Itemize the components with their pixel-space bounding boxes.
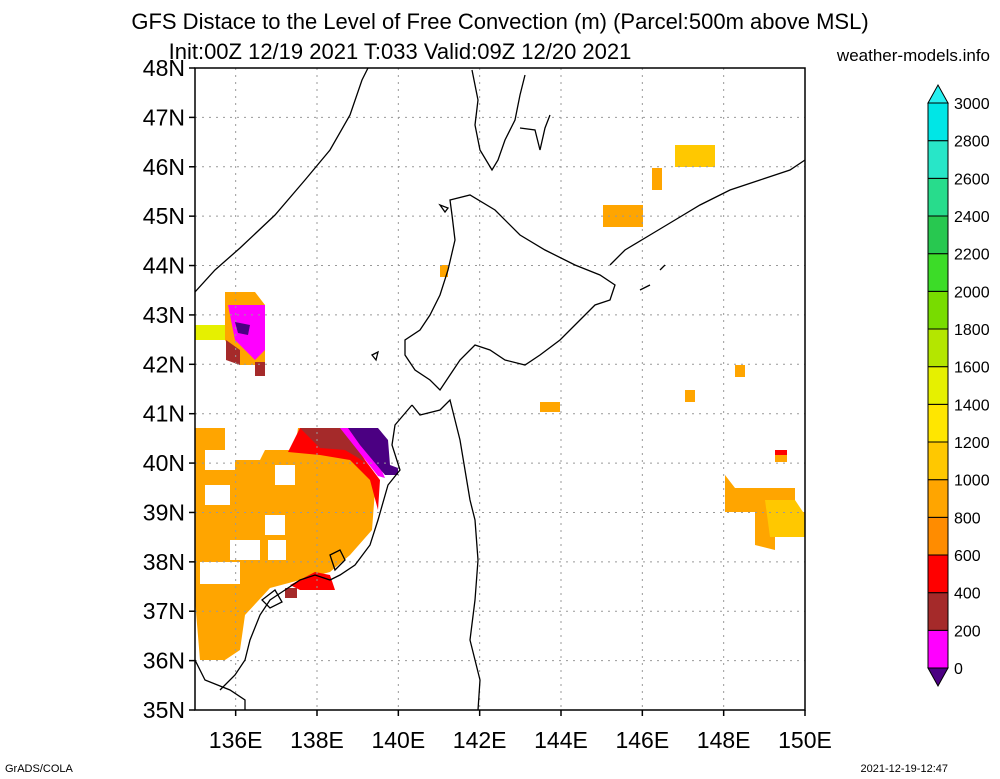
latitude-labels: 35N 36N 37N 38N 39N 40N 41N 42N 43N 44N 45N 46N 47N 4… <box>143 55 195 723</box>
colorbar-bin <box>927 328 949 368</box>
colorbar-label: 1400 <box>954 397 990 414</box>
field-vlad-brown <box>226 340 240 365</box>
lat-label: 38N <box>143 549 185 575</box>
lat-label: 46N <box>143 154 185 180</box>
colorbar-label: 1600 <box>954 360 990 377</box>
colorbar-label: 200 <box>954 623 981 640</box>
lon-label: 150E <box>778 727 832 753</box>
field-small-patch <box>685 390 695 402</box>
lat-label: 45N <box>143 203 185 229</box>
lat-label: 35N <box>143 697 185 723</box>
colorbar-label: 1200 <box>954 435 990 452</box>
footer-credit: GrADS/COLA <box>5 763 73 775</box>
colorbar-bin-over <box>927 83 949 104</box>
field-gap <box>268 540 286 560</box>
colorbar-bin <box>927 441 949 481</box>
lat-label: 37N <box>143 598 185 624</box>
lon-label: 138E <box>290 727 344 753</box>
field-vlad-brown-2 <box>255 362 265 376</box>
map-title: GFS Distace to the Level of Free Convect… <box>131 9 869 34</box>
colorbar: 0 200 400 600 800 1000 1200 1400 1600 1800 2000 220… <box>927 83 990 688</box>
field-small-patch <box>440 265 448 277</box>
colorbar-label: 400 <box>954 586 981 603</box>
field-vlad-yellow <box>195 325 225 340</box>
colorbar-label: 2800 <box>954 134 990 151</box>
field-red-south <box>290 572 335 590</box>
colorbar-bin <box>927 215 949 255</box>
lat-label: 47N <box>143 104 185 130</box>
longitude-labels: 136E 138E 140E 142E 144E 146E 148E 150E <box>209 710 832 753</box>
coastlines <box>195 68 805 710</box>
field-small-patch <box>735 365 745 377</box>
lon-label: 144E <box>534 727 588 753</box>
colorbar-bin <box>927 366 949 405</box>
colorbar-label: 2400 <box>954 209 990 226</box>
site-name: weather-models.info <box>836 46 990 65</box>
colorbar-bin <box>927 253 949 292</box>
colorbar-bin <box>927 140 949 179</box>
lat-label: 42N <box>143 351 185 377</box>
colorbar-label: 2000 <box>954 284 990 301</box>
colorbar-bin-under <box>927 667 949 688</box>
field-brown-patch <box>285 588 297 598</box>
colorbar-bin <box>927 102 949 142</box>
colorbar-label: 1800 <box>954 322 990 339</box>
field-small-patch <box>675 145 715 167</box>
colorbar-label: 2200 <box>954 247 990 264</box>
lat-label: 48N <box>143 55 185 81</box>
colorbar-bin <box>927 290 949 330</box>
lon-label: 142E <box>453 727 507 753</box>
colorbar-label: 1000 <box>954 473 990 490</box>
field-gap <box>275 465 295 485</box>
graticule <box>195 68 805 710</box>
lat-label: 40N <box>143 450 185 476</box>
field-small-patch <box>540 402 560 412</box>
field-gap <box>205 485 230 505</box>
colorbar-bin <box>927 516 949 556</box>
colorbar-bin <box>927 479 949 518</box>
field-gap <box>230 540 260 560</box>
data-field <box>195 145 805 660</box>
field-gap <box>205 450 233 470</box>
lat-label: 36N <box>143 648 185 674</box>
colorbar-label: 0 <box>954 661 963 678</box>
field-vlad-purple <box>235 322 250 335</box>
colorbar-label: 800 <box>954 510 981 527</box>
colorbar-label: 2600 <box>954 171 990 188</box>
field-gap <box>265 515 285 535</box>
plot-frame <box>194 67 806 711</box>
colorbar-bin <box>927 177 949 217</box>
lat-label: 44N <box>143 253 185 279</box>
footer-timestamp: 2021-12-19-12:47 <box>860 763 948 775</box>
colorbar-label: 600 <box>954 548 981 565</box>
lat-label: 41N <box>143 401 185 427</box>
lat-label: 43N <box>143 302 185 328</box>
lon-label: 148E <box>697 727 751 753</box>
colorbar-bin <box>927 403 949 443</box>
field-small-red <box>775 450 787 455</box>
map-subtitle: Init:00Z 12/19 2021 T:033 Valid:09Z 12/2… <box>168 39 632 64</box>
field-gap <box>200 562 240 584</box>
colorbar-label: 3000 <box>954 96 990 113</box>
lat-label: 39N <box>143 499 185 525</box>
field-magenta-band <box>340 428 385 478</box>
colorbar-bin <box>927 554 949 594</box>
lon-label: 146E <box>615 727 669 753</box>
lon-label: 140E <box>371 727 425 753</box>
colorbar-bin <box>927 629 949 669</box>
lon-label: 136E <box>209 727 263 753</box>
colorbar-bin <box>927 592 949 631</box>
field-east-patch-light <box>765 500 805 537</box>
field-small-patch <box>652 168 662 190</box>
